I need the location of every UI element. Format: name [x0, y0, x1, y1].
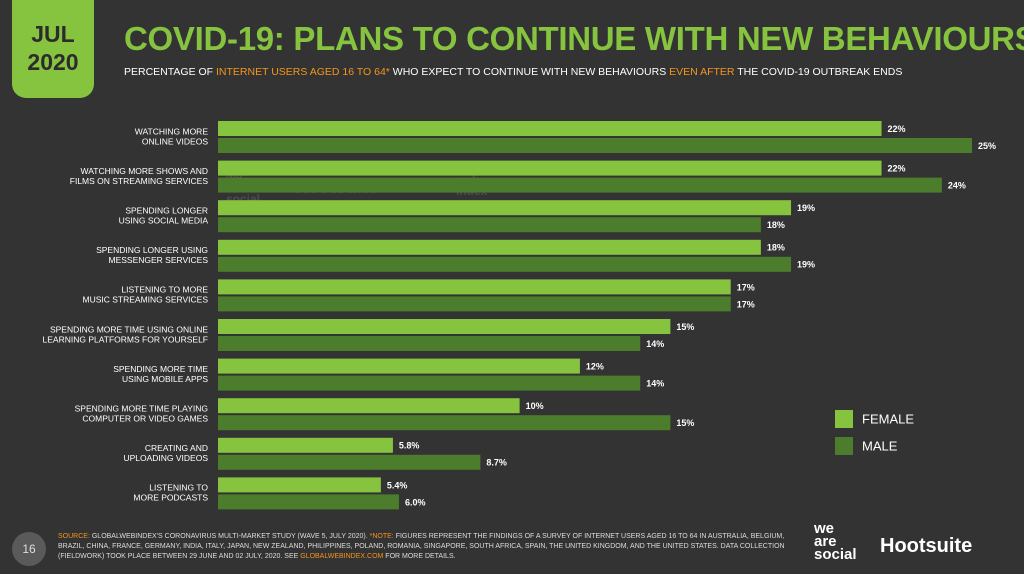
value-label: 5.4% [387, 480, 408, 490]
value-label: 8.7% [486, 458, 507, 468]
category-label: CREATING AND [145, 443, 208, 453]
category-label: SPENDING LONGER USING [96, 245, 208, 255]
value-label: 18% [767, 220, 785, 230]
bar [218, 177, 942, 193]
category-label: SPENDING MORE TIME USING ONLINE [50, 324, 208, 334]
category-label: MORE PODCASTS [133, 493, 208, 503]
value-label: 17% [737, 299, 755, 309]
bar [218, 160, 882, 176]
value-label: 14% [646, 339, 664, 349]
legend-label: MALE [862, 438, 898, 453]
bar [218, 437, 393, 453]
logo-line: social [814, 546, 857, 563]
category-label: SPENDING LONGER [125, 205, 208, 215]
bar [218, 398, 520, 414]
category-label: LEARNING PLATFORMS FOR YOURSELF [43, 334, 208, 344]
bar [218, 217, 761, 233]
bar [218, 239, 761, 255]
date-year: 2020 [27, 49, 79, 75]
page-number: 16 [12, 532, 46, 566]
legend-swatch [835, 410, 853, 428]
bar [218, 454, 481, 470]
text-part: EVEN AFTER [669, 66, 735, 78]
value-label: 12% [586, 361, 604, 371]
category-label: MUSIC STREAMING SERVICES [83, 295, 209, 305]
value-label: 5.8% [399, 441, 420, 451]
text-part: WHO EXPECT TO CONTINUE WITH NEW BEHAVIOU… [389, 66, 670, 78]
value-label: 22% [888, 124, 906, 134]
value-label: 15% [676, 322, 694, 332]
category-label: USING SOCIAL MEDIA [119, 215, 209, 225]
category-label: WATCHING MORE [135, 126, 209, 136]
value-label: 6.0% [405, 497, 426, 507]
bar [218, 415, 671, 431]
bar [218, 121, 882, 136]
text-part: THE COVID-19 OUTBREAK ENDS [734, 66, 903, 78]
bar [218, 296, 731, 312]
bar [218, 256, 792, 272]
logo-hootsuite: Hootsuite [880, 535, 973, 557]
bar [218, 200, 792, 216]
logo-line: are [814, 533, 837, 550]
category-label: WATCHING MORE SHOWS AND [81, 166, 209, 176]
value-label: 14% [646, 378, 664, 388]
value-label: 19% [797, 260, 815, 270]
category-label: LISTENING TO [149, 483, 208, 493]
bar [218, 279, 731, 295]
title: COVID-19: PLANS TO CONTINUE WITH NEW BEH… [124, 20, 1024, 57]
value-label: 18% [767, 243, 785, 253]
category-label: UPLOADING VIDEOS [123, 453, 208, 463]
bar [218, 477, 381, 493]
value-label: 10% [526, 401, 544, 411]
subtitle: PERCENTAGE OF INTERNET USERS AGED 16 TO … [124, 66, 902, 78]
date-badge: JUL 2020 [12, 0, 94, 98]
category-label: SPENDING MORE TIME [113, 364, 208, 374]
category-label: COMPUTER OR VIDEO GAMES [82, 413, 208, 423]
text-part: PERCENTAGE OF [124, 66, 216, 78]
category-label: SPENDING MORE TIME PLAYING [75, 403, 208, 413]
bar [218, 358, 580, 374]
text-part: FIGURES REPRESENT THE FINDINGS OF A SURV… [58, 533, 785, 560]
bar [218, 375, 641, 391]
text-part: *NOTE: [369, 533, 394, 540]
value-label: 17% [737, 282, 755, 292]
logo-line: we [814, 520, 835, 537]
category-label: MESSENGER SERVICES [108, 255, 208, 265]
bar [218, 494, 399, 510]
value-label: 15% [676, 418, 694, 428]
text-part: SOURCE: [58, 533, 90, 540]
source-note: SOURCE: GLOBALWEBINDEX'S CORONAVIRUS MUL… [58, 532, 788, 562]
legend-swatch [835, 437, 853, 455]
text-part: INTERNET USERS AGED 16 TO 64* [215, 66, 390, 78]
category-label: LISTENING TO MORE [121, 285, 208, 295]
value-label: 25% [978, 141, 996, 151]
value-label: 19% [797, 203, 815, 213]
value-label: 24% [948, 180, 966, 190]
logo-we-are-social: we are social [814, 520, 857, 563]
bar [218, 319, 671, 334]
date-month: JUL [31, 21, 75, 47]
bar [218, 138, 972, 153]
category-label: ONLINE VIDEOS [142, 136, 208, 146]
text-part: FOR MORE DETAILS. [383, 553, 456, 560]
bar [218, 336, 641, 351]
value-label: 22% [888, 163, 906, 173]
text-part: GLOBALWEBINDEX.COM [300, 553, 384, 560]
text-part: GLOBALWEBINDEX'S CORONAVIRUS MULTI-MARKE… [89, 533, 370, 540]
category-label: FILMS ON STREAMING SERVICES [70, 176, 209, 186]
legend-label: FEMALE [862, 411, 914, 426]
category-label: USING MOBILE APPS [122, 374, 208, 384]
